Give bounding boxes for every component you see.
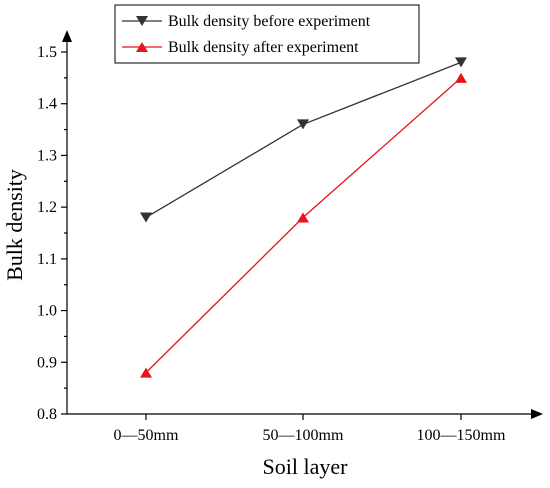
data-point-0-1 — [297, 119, 309, 130]
legend-label-1: Bulk density after experiment — [168, 39, 359, 56]
y-tick-label: 1.3 — [37, 147, 57, 164]
legend-box — [114, 4, 420, 64]
data-point-0-0 — [140, 212, 152, 223]
y-ticks: 0.8 0.9 1.0 1.1 1.2 1.3 1.4 1.5 — [37, 44, 67, 423]
legend-marker-1 — [136, 42, 148, 52]
y-axis-title: Bulk density — [2, 169, 27, 281]
y-tick-label: 1.5 — [37, 44, 57, 61]
y-tick-label: 1.2 — [37, 199, 57, 216]
y-tick-label: 1.0 — [37, 303, 57, 320]
y-axis-arrow — [62, 30, 72, 42]
data-point-1-2 — [455, 72, 467, 83]
y-tick-label: 0.8 — [37, 406, 57, 423]
series-line-0 — [145, 61, 462, 219]
x-axis-arrow — [531, 409, 543, 419]
legend: Bulk density before experiment Bulk densi… — [114, 4, 420, 64]
legend-label-0: Bulk density before experiment — [168, 13, 371, 30]
x-tick-label: 100—150mm — [417, 427, 506, 444]
x-ticks: 0—50mm 50—100mm 100—150mm — [114, 414, 506, 444]
series-group — [140, 57, 467, 378]
data-point-0-2 — [455, 57, 467, 68]
data-point-1-1 — [297, 212, 309, 223]
legend-items: Bulk density before experiment Bulk densi… — [122, 13, 371, 56]
y-tick-label: 1.4 — [37, 96, 57, 113]
y-tick-label: 1.1 — [37, 251, 57, 268]
legend-marker-0 — [136, 16, 148, 26]
x-tick-label: 0—50mm — [114, 427, 179, 444]
axes — [62, 30, 543, 419]
x-axis-title: Soil layer — [263, 454, 349, 479]
y-tick-label: 0.9 — [37, 354, 57, 371]
x-tick-label: 50—100mm — [263, 427, 344, 444]
data-point-1-0 — [140, 367, 152, 378]
